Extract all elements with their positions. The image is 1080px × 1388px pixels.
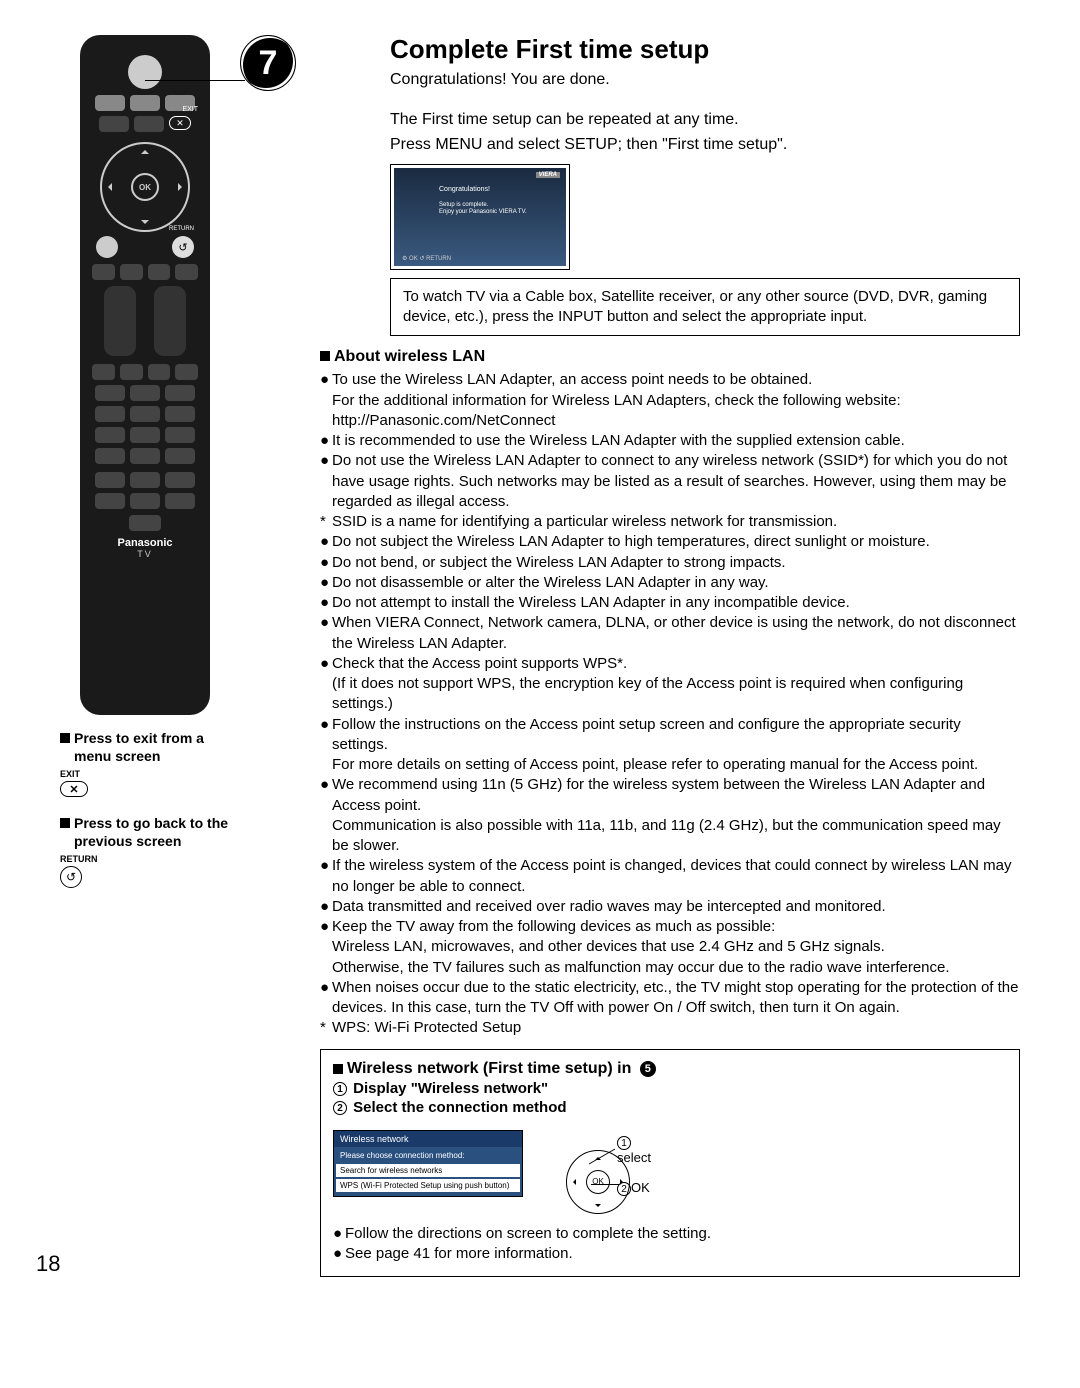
wireless-setup-box: Wireless network (First time setup) in 5…	[320, 1049, 1020, 1278]
dpad-illustration: 1select OK 2OK	[543, 1130, 653, 1214]
wireless-screen-mock: Wireless network Please choose connectio…	[333, 1130, 523, 1197]
tv-screen-mock: VIERA Congratulations! Setup is complete…	[390, 164, 570, 270]
about-wireless-header: About wireless LAN	[320, 348, 1020, 366]
intro-line: Congratulations! You are done.	[390, 69, 1020, 91]
return-icon: ↺	[60, 866, 82, 888]
ok-button: OK	[131, 173, 159, 201]
page-number: 18	[36, 1251, 60, 1277]
connector-line	[145, 80, 245, 81]
return-tip: Press to go back to the previous screen …	[60, 815, 235, 888]
remote-illustration: EXIT ✕ OK RETURN ↺	[80, 35, 220, 715]
input-note: To watch TV via a Cable box, Satellite r…	[390, 278, 1020, 337]
intro-line: The First time setup can be repeated at …	[390, 109, 1020, 131]
exit-icon: ✕	[60, 781, 88, 797]
intro-line: Press MENU and select SETUP; then "First…	[390, 134, 1020, 156]
section-title: Complete First time setup	[390, 34, 1020, 65]
step-number-badge: 7	[240, 35, 296, 91]
exit-tip: Press to exit from a menu screen EXIT ✕	[60, 730, 235, 797]
